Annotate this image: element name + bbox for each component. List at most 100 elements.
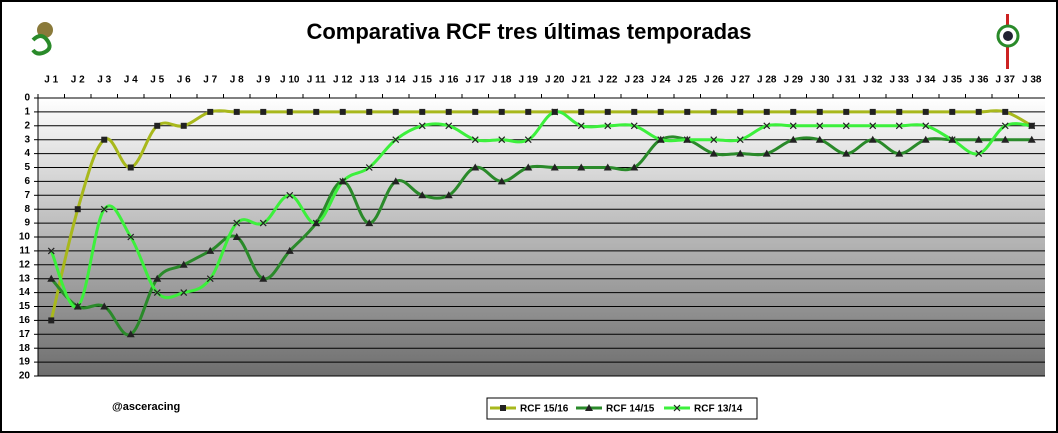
x-tick-label: J 33 bbox=[890, 75, 910, 86]
x-tick-label: J 32 bbox=[863, 75, 883, 86]
logo-left bbox=[31, 22, 53, 56]
marker bbox=[365, 219, 374, 227]
y-tick-label: 7 bbox=[24, 190, 30, 201]
marker bbox=[577, 122, 585, 130]
x-tick-label: J 3 bbox=[97, 75, 111, 86]
y-tick-label: 3 bbox=[24, 134, 30, 145]
x-tick-label: J 13 bbox=[360, 75, 380, 86]
marker bbox=[259, 274, 268, 282]
marker bbox=[126, 330, 135, 338]
marker bbox=[736, 149, 745, 157]
y-tick-label: 14 bbox=[19, 287, 31, 298]
marker bbox=[578, 108, 585, 115]
marker bbox=[1002, 108, 1009, 115]
x-tick-label: J 17 bbox=[466, 75, 486, 86]
marker bbox=[763, 108, 770, 115]
chart-title: Comparativa RCF tres últimas temporadas bbox=[306, 19, 751, 44]
marker bbox=[974, 135, 983, 143]
marker bbox=[419, 108, 426, 115]
marker bbox=[285, 246, 294, 254]
y-tick-label: 20 bbox=[19, 371, 31, 382]
y-tick-label: 18 bbox=[19, 343, 31, 354]
marker bbox=[895, 149, 904, 157]
marker bbox=[868, 135, 877, 143]
marker bbox=[207, 108, 214, 115]
marker bbox=[789, 135, 798, 143]
marker bbox=[763, 122, 771, 130]
marker bbox=[179, 260, 188, 268]
y-tick-label: 19 bbox=[19, 357, 31, 368]
marker bbox=[657, 136, 665, 144]
x-tick-label: J 30 bbox=[810, 75, 830, 86]
y-tick-label: 15 bbox=[19, 301, 31, 312]
marker bbox=[842, 122, 850, 130]
x-tick-label: J 28 bbox=[757, 75, 777, 86]
marker bbox=[392, 108, 399, 115]
marker bbox=[498, 136, 506, 144]
x-tick-label: J 25 bbox=[678, 75, 698, 86]
marker bbox=[233, 108, 240, 115]
x-tick-label: J 7 bbox=[203, 75, 217, 86]
y-tick-label: 17 bbox=[19, 329, 31, 340]
x-tick-label: J 2 bbox=[71, 75, 85, 86]
marker bbox=[1001, 135, 1010, 143]
x-tick-label: J 22 bbox=[598, 75, 618, 86]
marker bbox=[816, 108, 823, 115]
x-tick-label: J 35 bbox=[943, 75, 963, 86]
marker bbox=[48, 317, 55, 324]
marker bbox=[74, 206, 81, 213]
marker bbox=[550, 163, 559, 171]
x-tick-label: J 14 bbox=[386, 75, 406, 86]
marker bbox=[789, 122, 797, 130]
marker bbox=[339, 177, 347, 185]
x-tick-label: J 21 bbox=[572, 75, 592, 86]
x-tick-label: J 1 bbox=[44, 75, 58, 86]
legend-marker bbox=[673, 404, 681, 412]
marker bbox=[445, 122, 453, 130]
marker bbox=[524, 163, 533, 171]
marker bbox=[392, 136, 400, 144]
legend-label: RCF 13/14 bbox=[694, 404, 743, 415]
marker bbox=[710, 108, 717, 115]
x-tick-label: J 23 bbox=[625, 75, 645, 86]
x-tick-label: J 9 bbox=[256, 75, 270, 86]
x-tick-label: J 16 bbox=[439, 75, 459, 86]
logo-right bbox=[996, 14, 1020, 69]
marker bbox=[896, 108, 903, 115]
marker bbox=[737, 108, 744, 115]
x-tick-label: J 19 bbox=[519, 75, 539, 86]
marker bbox=[153, 274, 162, 282]
x-tick-label: J 18 bbox=[492, 75, 512, 86]
legend-label: RCF 14/15 bbox=[606, 404, 655, 415]
marker bbox=[842, 149, 851, 157]
x-tick-label: J 15 bbox=[413, 75, 433, 86]
marker bbox=[843, 108, 850, 115]
y-tick-label: 13 bbox=[19, 273, 31, 284]
x-tick-label: J 10 bbox=[280, 75, 300, 86]
marker bbox=[949, 108, 956, 115]
marker bbox=[260, 108, 267, 115]
marker bbox=[975, 150, 983, 158]
marker bbox=[815, 135, 824, 143]
x-tick-label: J 27 bbox=[731, 75, 751, 86]
y-tick-label: 8 bbox=[24, 204, 30, 215]
marker bbox=[180, 122, 187, 129]
marker bbox=[736, 136, 744, 144]
marker bbox=[577, 163, 586, 171]
marker bbox=[1028, 122, 1036, 130]
marker bbox=[153, 289, 161, 297]
marker bbox=[1027, 135, 1036, 143]
y-tick-label: 1 bbox=[24, 107, 30, 118]
marker bbox=[471, 163, 480, 171]
x-tick-label: J 26 bbox=[704, 75, 724, 86]
marker bbox=[100, 302, 109, 310]
x-tick-label: J 11 bbox=[307, 75, 326, 86]
legend-marker bbox=[585, 404, 593, 411]
marker bbox=[232, 233, 241, 240]
x-tick-label: J 12 bbox=[333, 75, 353, 86]
marker bbox=[47, 274, 56, 282]
marker bbox=[127, 233, 135, 241]
marker bbox=[286, 191, 294, 199]
marker bbox=[657, 108, 664, 115]
marker bbox=[630, 163, 639, 171]
